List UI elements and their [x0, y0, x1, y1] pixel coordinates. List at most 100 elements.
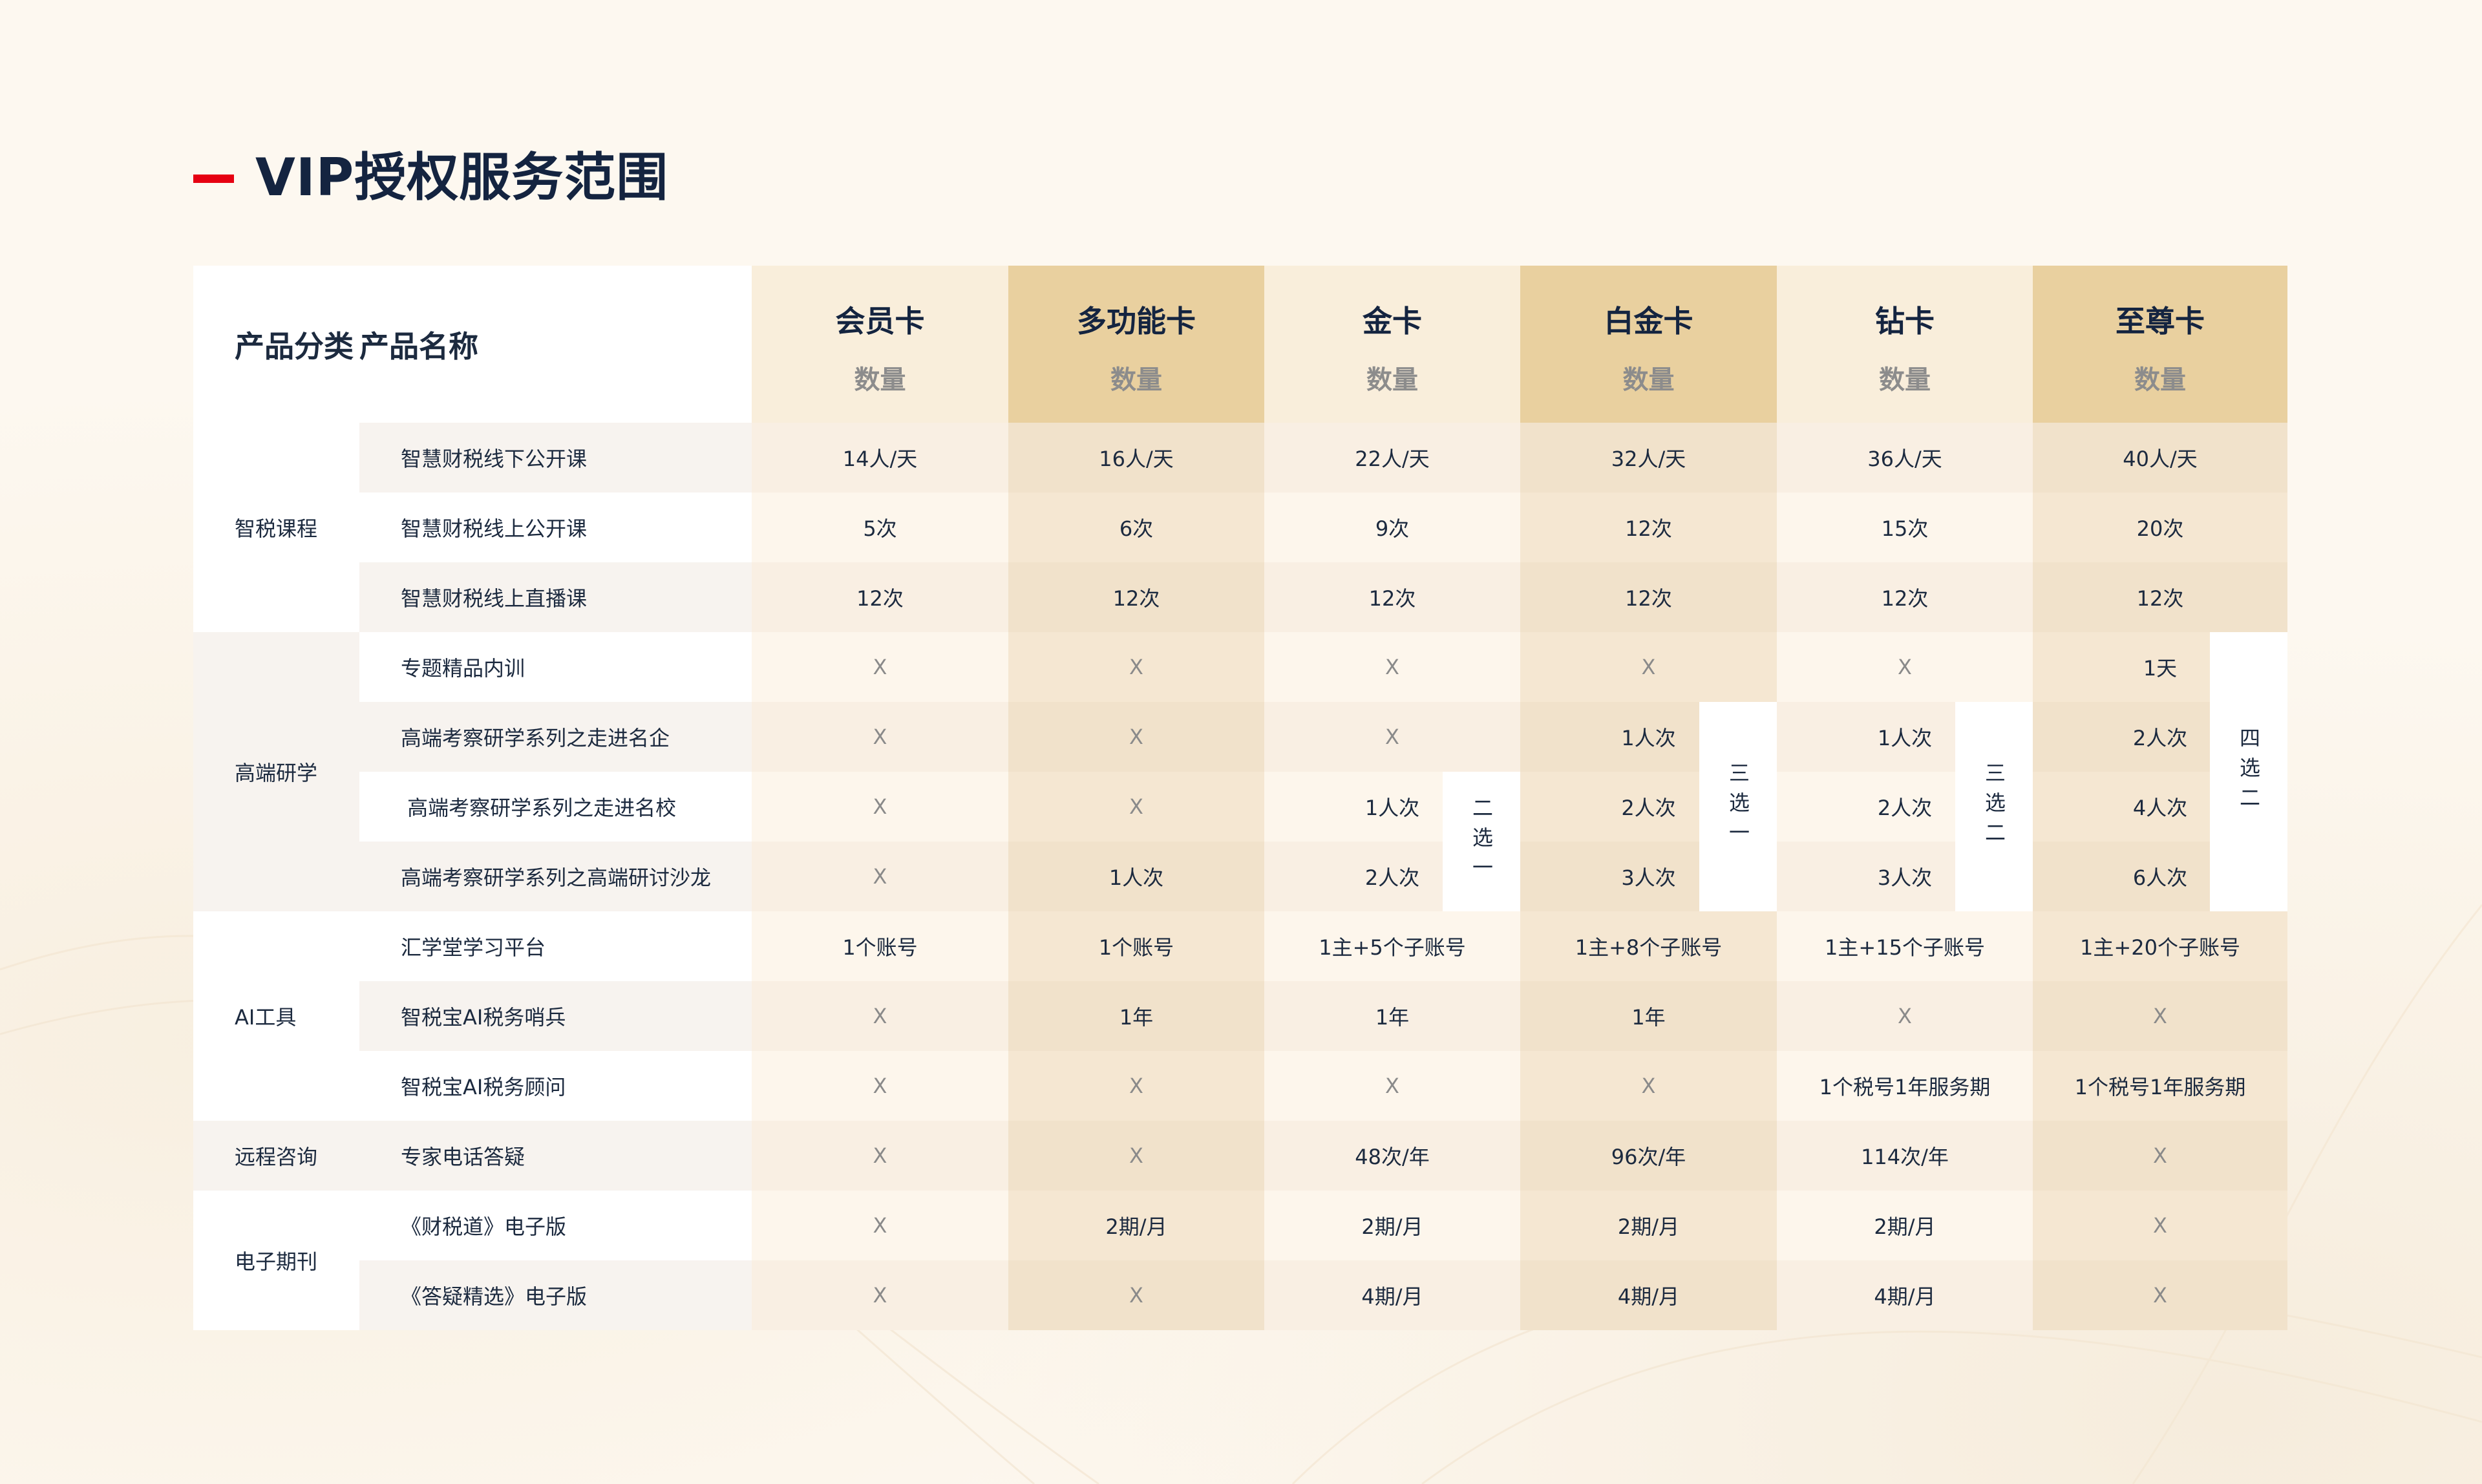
card-quantity-label: 数量	[854, 365, 906, 395]
quantity-cell: 1个账号	[752, 911, 1008, 981]
category-cell: 智税课程	[193, 423, 359, 632]
card-name: 金卡	[1363, 303, 1422, 339]
product-name-cell: 高端考察研学系列之走进名校	[359, 772, 752, 842]
not-included-mark: X	[1264, 702, 1520, 772]
service-table: 产品分类 产品名称 会员卡 数量 多功能卡 数量 金卡 数量 白金卡 数量 钻卡 数量 至尊卡 数量 …	[193, 266, 2287, 1330]
table-row: 高端研学 专题精品内训 X X X X X 1天	[193, 632, 2287, 911]
quantity-cell: 2期/月	[1777, 1191, 2033, 1260]
quantity-cell: 1年	[1264, 981, 1520, 1051]
not-included-mark: X	[752, 1260, 1008, 1330]
quantity-cell: 12次	[1520, 562, 1777, 632]
quantity-cell: 2期/月	[1008, 1191, 1264, 1260]
not-included-mark: X	[752, 842, 1008, 911]
category-cell: AI工具	[193, 911, 359, 1121]
service-table-wrapper: 产品分类 产品名称 会员卡 数量 多功能卡 数量 金卡 数量 白金卡 数量 钻卡 数量 至尊卡 数量 …	[193, 266, 2287, 1330]
product-name-cell: 专家电话答疑	[359, 1121, 752, 1191]
quantity-cell: 1年	[1520, 981, 1777, 1051]
not-included-mark: X	[1777, 632, 2033, 702]
category-cell: 电子期刊	[193, 1191, 359, 1330]
quantity-cell: 12次	[2033, 562, 2287, 632]
quantity-cell: 4期/月	[1520, 1260, 1777, 1330]
quantity-cell: 2期/月	[1264, 1191, 1520, 1260]
not-included-mark: X	[1520, 1051, 1777, 1121]
quantity-cell: 114次/年	[1777, 1121, 2033, 1191]
not-included-mark: X	[752, 1191, 1008, 1260]
card-name: 白金卡	[1604, 303, 1693, 339]
product-name-cell: 《财税道》电子版	[359, 1191, 752, 1260]
quantity-cell: 1个税号1年服务期	[2033, 1051, 2287, 1121]
not-included-mark: X	[1264, 1051, 1520, 1121]
category-cell: 远程咨询	[193, 1121, 359, 1191]
quantity-cell: 22人/天	[1264, 423, 1520, 493]
quantity-cell: 1主+15个子账号	[1777, 911, 2033, 981]
quantity-cell: 40人/天	[2033, 423, 2287, 493]
table-row: 智税宝AI税务哨兵 X 1年 1年 1年 X X	[193, 981, 2287, 1051]
card-name: 至尊卡	[2116, 303, 2205, 339]
quantity-cell: 1年	[1008, 981, 1264, 1051]
choice-rule-box: 三选一	[1699, 702, 1777, 911]
quantity-cell: 1个账号	[1008, 911, 1264, 981]
not-included-mark: X	[1008, 1260, 1264, 1330]
page-title: VIP授权服务范围	[255, 147, 669, 207]
card-quantity-label: 数量	[2134, 365, 2186, 395]
quantity-cell: 12次	[752, 562, 1008, 632]
quantity-cell: 16人/天	[1008, 423, 1264, 493]
quantity-cell: 12次	[1008, 562, 1264, 632]
not-included-mark: X	[2033, 981, 2287, 1051]
not-included-mark: X	[2033, 1121, 2287, 1191]
header-card-1: 多功能卡 数量	[1008, 266, 1264, 423]
not-included-mark: X	[752, 1051, 1008, 1121]
table-row: AI工具 汇学堂学习平台 1个账号 1个账号 1主+5个子账号 1主+8个子账号 1主+15…	[193, 911, 2287, 1121]
quantity-cell: 4期/月	[1777, 1260, 2033, 1330]
quantity-cell: 1主+8个子账号	[1520, 911, 1777, 981]
quantity-cell: 12次	[1777, 562, 2033, 632]
not-included-mark: X	[1777, 981, 2033, 1051]
choice-rule-label: 三选二	[1982, 762, 2006, 851]
quantity-cell: 12次	[1520, 493, 1777, 562]
quantity-cell: 1人次	[1008, 842, 1264, 911]
product-name-cell: 智慧财税线上直播课	[359, 562, 752, 632]
quantity-cell: 1主+20个子账号	[2033, 911, 2287, 981]
table-row: 智慧财税线上公开课 5次 6次 9次 12次 15次 20次	[193, 493, 2287, 562]
title-accent-bar	[193, 175, 234, 183]
header-card-0: 会员卡 数量	[752, 266, 1008, 423]
header-card-3: 白金卡 数量	[1520, 266, 1777, 423]
quantity-cell: 14人/天	[752, 423, 1008, 493]
quantity-cell: 15次	[1777, 493, 2033, 562]
quantity-cell: 1主+5个子账号	[1264, 911, 1520, 981]
not-included-mark: X	[752, 981, 1008, 1051]
product-name-cell: 智慧财税线上公开课	[359, 493, 752, 562]
choice-rule-box: 四选二	[2210, 632, 2287, 911]
header-card-4: 钻卡 数量	[1777, 266, 2033, 423]
not-included-mark: X	[1008, 772, 1264, 842]
quantity-cell: 32人/天	[1520, 423, 1777, 493]
quantity-cell: 48次/年	[1264, 1121, 1520, 1191]
not-included-mark: X	[752, 1121, 1008, 1191]
choice-rule-box: 二选一	[1443, 772, 1520, 911]
quantity-cell: 1个税号1年服务期	[1777, 1051, 2033, 1121]
table-row: 《答疑精选》电子版 X X 4期/月 4期/月 4期/月 X	[193, 1260, 2287, 1330]
not-included-mark: X	[1008, 632, 1264, 702]
choice-rule-label: 三选一	[1726, 762, 1750, 851]
product-name-cell: 高端考察研学系列之高端研讨沙龙	[359, 842, 752, 911]
not-included-mark: X	[1520, 632, 1777, 702]
card-quantity-label: 数量	[1110, 365, 1162, 395]
category-cell: 高端研学	[193, 632, 359, 911]
table-row: 智慧财税线上直播课 12次 12次 12次 12次 12次 12次	[193, 562, 2287, 632]
table-row: 远程咨询 专家电话答疑 X X 48次/年 96次/年 114次/年 X	[193, 1121, 2287, 1191]
card-name: 会员卡	[835, 303, 925, 339]
not-included-mark: X	[752, 772, 1008, 842]
header-card-2: 金卡 数量	[1264, 266, 1520, 423]
card-name: 钻卡	[1875, 303, 1935, 339]
not-included-mark: X	[1008, 1051, 1264, 1121]
not-included-mark: X	[2033, 1191, 2287, 1260]
card-quantity-label: 数量	[1366, 365, 1418, 395]
product-name-cell: 智慧财税线下公开课	[359, 423, 752, 493]
product-name-cell: 《答疑精选》电子版	[359, 1260, 752, 1330]
not-included-mark: X	[1264, 632, 1520, 702]
header-card-5: 至尊卡 数量	[2033, 266, 2287, 423]
product-name-cell: 智税宝AI税务哨兵	[359, 981, 752, 1051]
quantity-cell: 5次	[752, 493, 1008, 562]
quantity-cell: 12次	[1264, 562, 1520, 632]
not-included-mark: X	[752, 702, 1008, 772]
